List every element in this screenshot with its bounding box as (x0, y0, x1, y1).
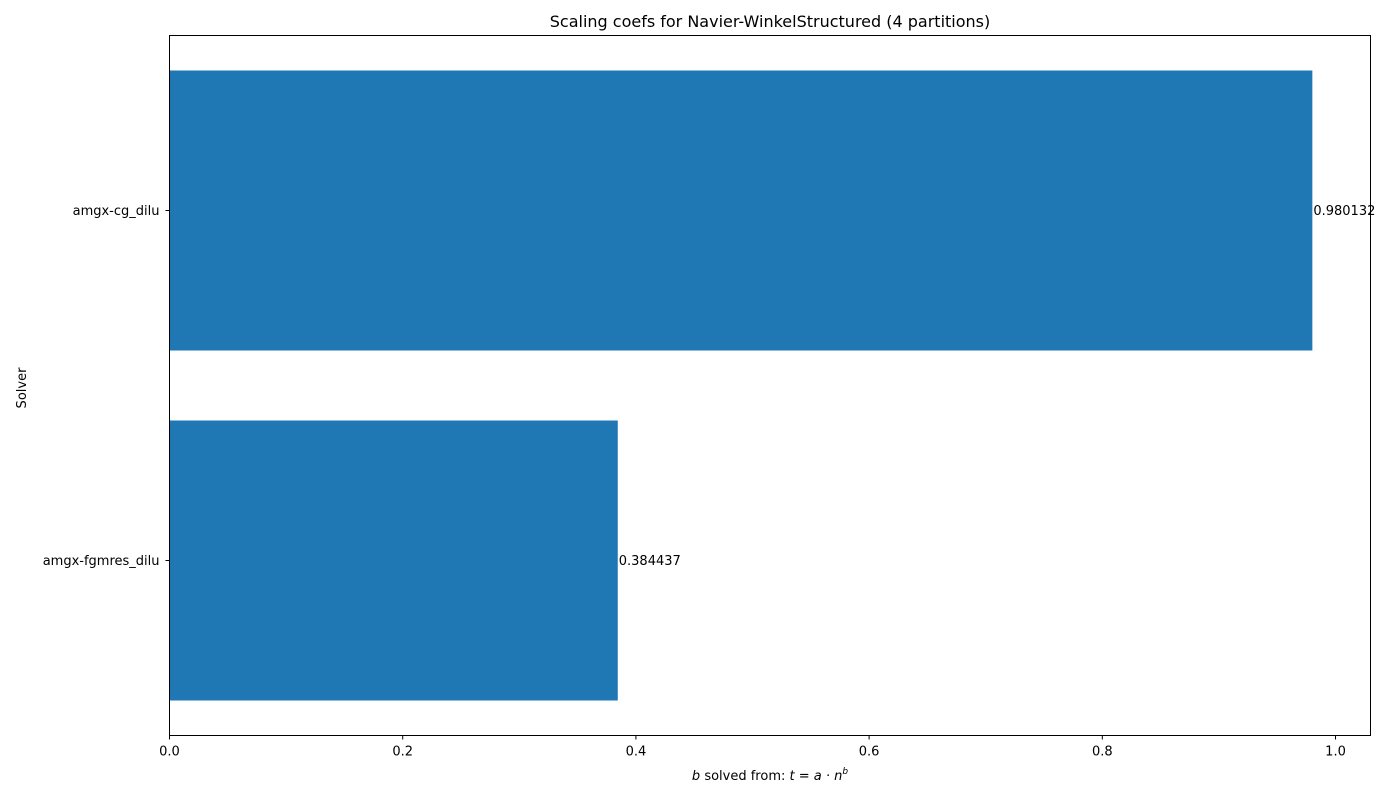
bar-amgx-fgmres_dilu (169, 420, 618, 701)
value-labels-group: 0.980132 0.384437 (619, 204, 1376, 569)
x-tick-label-1: 0.2 (392, 745, 413, 760)
y-ticks-group: amgx-cg_dilu amgx-fgmres_dilu (43, 204, 170, 569)
x-axis-label: b solved from: t = a · nb (692, 767, 848, 784)
value-label-amgx-cg_dilu: 0.980132 (1313, 204, 1375, 219)
bar-amgx-cg_dilu (169, 70, 1313, 351)
x-axis-label-exponent: b (842, 767, 848, 777)
x-tick-label-2: 0.4 (626, 745, 647, 760)
x-ticks-group: 0.0 0.2 0.4 0.6 0.8 1.0 (159, 735, 1346, 760)
chart-title: Scaling coefs for Navier-WinkelStructure… (550, 12, 991, 31)
y-axis-label: Solver (15, 367, 30, 409)
y-tick-label-amgx-cg_dilu: amgx-cg_dilu (73, 204, 160, 219)
x-axis-label-formula: t = a · n (790, 769, 843, 784)
y-tick-label-amgx-fgmres_dilu: amgx-fgmres_dilu (43, 554, 160, 569)
x-tick-label-5: 1.0 (1325, 745, 1346, 760)
value-label-amgx-fgmres_dilu: 0.384437 (619, 554, 681, 569)
x-tick-label-0: 0.0 (159, 745, 180, 760)
x-tick-label-3: 0.6 (859, 745, 880, 760)
x-tick-label-4: 0.8 (1092, 745, 1113, 760)
x-axis-label-middle: solved from: (700, 769, 789, 784)
x-axis-label-var: b (692, 769, 700, 784)
bars-group (169, 70, 1313, 701)
plot-frame (169, 35, 1371, 736)
